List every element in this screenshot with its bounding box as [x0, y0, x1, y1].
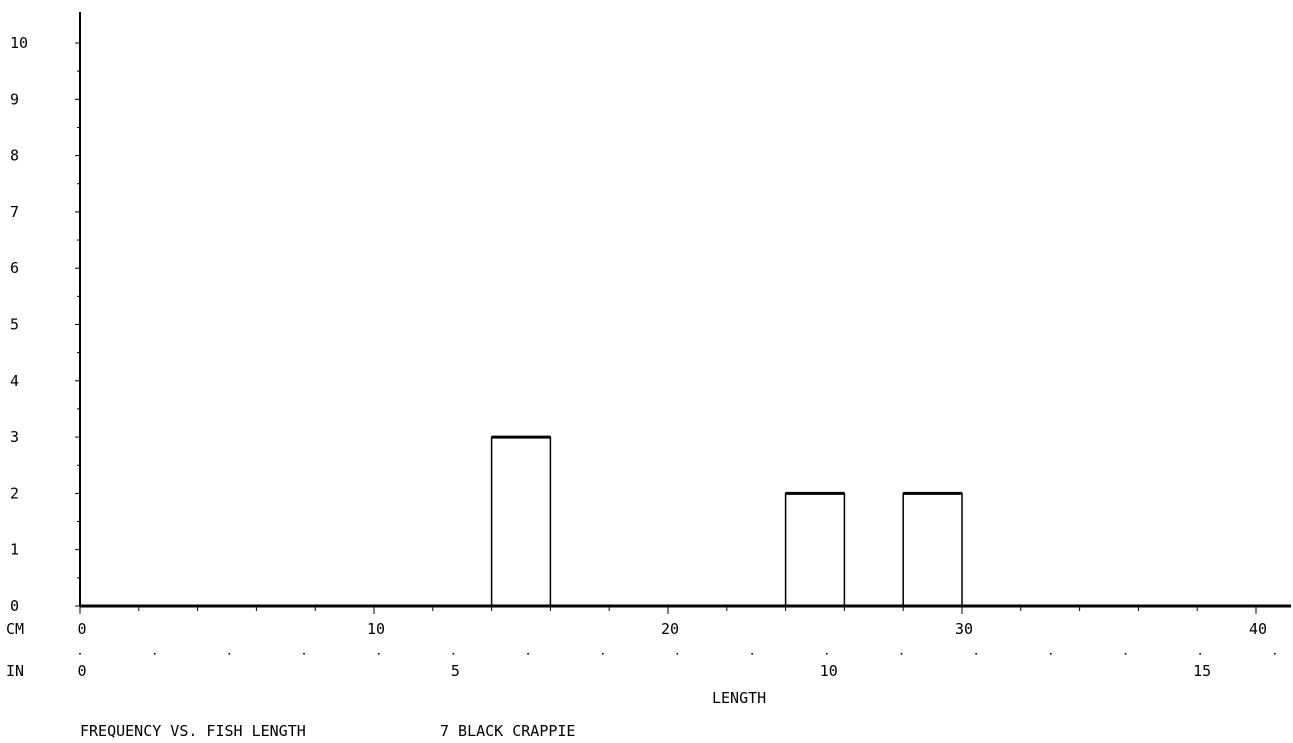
chart-subtitle: 7 BLACK CRAPPIE [440, 722, 575, 740]
x-tick-in [1049, 653, 1052, 655]
y-tick-label: 0 [10, 597, 19, 615]
x-tick-label-in: 15 [1193, 662, 1211, 680]
y-tick-label: 2 [10, 484, 19, 502]
x-tick-in [452, 653, 455, 655]
x-unit-in-label: IN [6, 662, 24, 680]
chart-title: FREQUENCY VS. FISH LENGTH [80, 722, 306, 740]
x-tick-in [676, 653, 679, 655]
x-axis-label: LENGTH [712, 689, 766, 707]
y-tick-label: 3 [10, 428, 19, 446]
histogram-bar [902, 492, 963, 607]
x-tick-label-cm: 30 [955, 620, 973, 638]
y-tick-label: 5 [10, 316, 19, 334]
bars [490, 435, 963, 607]
x-tick-in [228, 653, 231, 655]
x-tick-label-cm: 20 [661, 620, 679, 638]
y-tick-label: 4 [10, 372, 19, 390]
x-tick-in [1274, 653, 1276, 655]
x-tick-in [303, 653, 305, 655]
x-tick-label-in: 10 [820, 662, 838, 680]
y-tick-label: 8 [10, 147, 19, 165]
y-tick-label: 9 [10, 90, 19, 108]
x-tick-label-cm: 10 [367, 620, 385, 638]
x-tick-in [79, 653, 81, 655]
x-tick-label-cm: 40 [1249, 620, 1267, 638]
x-tick-in [900, 653, 903, 655]
x-tick-in [377, 653, 380, 655]
y-tick-label: 1 [10, 541, 19, 559]
x-tick-in [153, 653, 156, 655]
histogram-bar [490, 436, 552, 607]
histogram-bar [784, 492, 846, 607]
x-tick-in [1199, 653, 1201, 655]
x-tick-label-in: 5 [451, 662, 460, 680]
x-tick-in [601, 653, 604, 655]
x-tick-label-in: 0 [78, 662, 87, 680]
x-tick-in [1124, 653, 1127, 655]
y-tick-label: 7 [10, 203, 19, 221]
x-tick-in [751, 653, 753, 655]
x-tick-in [975, 653, 977, 655]
x-unit-cm-label: CM [6, 620, 24, 638]
x-tick-in [825, 653, 828, 655]
y-tick-label: 10 [10, 34, 28, 52]
x-tick-label-cm: 0 [78, 620, 87, 638]
x-tick-in [527, 653, 529, 655]
y-tick-label: 6 [10, 259, 19, 277]
y-axis: 0 1 2 3 4 5 6 7 8 9 10 [10, 12, 81, 615]
x-axis: 0 10 20 30 40 0 5 10 15 [78, 604, 1291, 680]
